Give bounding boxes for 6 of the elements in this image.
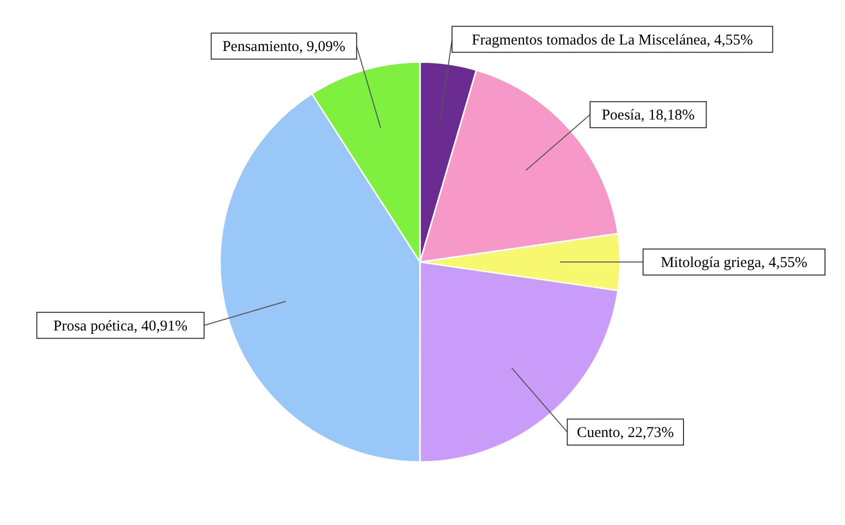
slice-label: Cuento, 22,73% (576, 425, 674, 442)
slice-label: Poesía, 18,18% (602, 108, 695, 124)
slice-label: Prosa poética, 40,91% (53, 318, 188, 334)
slice-label: Pensamiento, 9,09% (222, 39, 346, 56)
slice-label: Mitología griega, 4,55% (660, 255, 808, 272)
slice-label: Fragmentos tomados de La Miscelánea, 4,55% (472, 32, 753, 48)
